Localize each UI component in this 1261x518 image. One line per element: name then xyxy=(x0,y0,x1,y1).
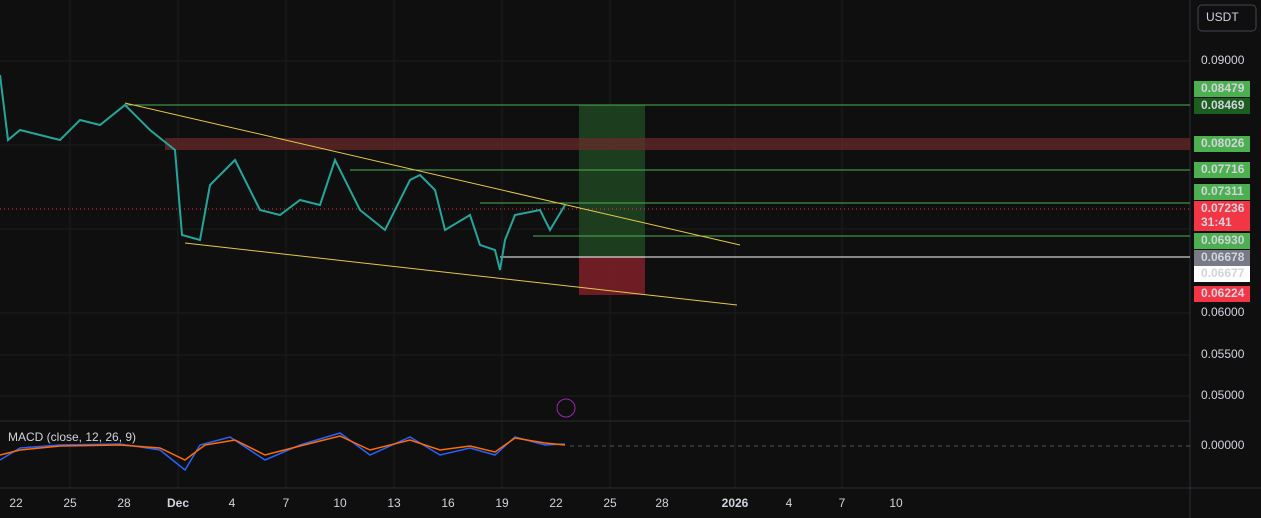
trend-line xyxy=(184,242,738,306)
macd-line xyxy=(0,432,566,472)
price-tag-label: 31:41 xyxy=(1201,215,1232,229)
price-tag-label: 0.08026 xyxy=(1201,136,1245,150)
price-tag: 0.06678 xyxy=(1194,250,1250,266)
price-tag: 0.08026 xyxy=(1194,136,1250,152)
time-tick-label: 4 xyxy=(786,496,793,510)
time-tick-label: 19 xyxy=(495,496,509,510)
price-tick-label: 0.09000 xyxy=(1201,53,1245,67)
price-tag-label: 0.06677 xyxy=(1201,266,1245,280)
time-tick-label: 25 xyxy=(603,496,617,510)
price-tag: 0.06930 xyxy=(1194,233,1250,249)
stop-zone xyxy=(579,257,645,295)
time-tick-label: 7 xyxy=(839,496,846,510)
time-tick-label: 7 xyxy=(283,496,290,510)
price-tag: 0.07311 xyxy=(1194,184,1250,200)
time-tick-label: 28 xyxy=(655,496,669,510)
price-tag-label: 0.08479 xyxy=(1201,81,1245,95)
price-tag-label: 0.06224 xyxy=(1201,286,1245,300)
price-tag-box xyxy=(1194,266,1250,282)
currency-label: USDT xyxy=(1206,10,1239,24)
price-tag: 0.07236 xyxy=(1194,201,1250,231)
target-zone xyxy=(579,105,645,257)
event-icon[interactable] xyxy=(556,398,576,418)
time-tick-label: 2026 xyxy=(722,496,749,510)
price-tag-box xyxy=(1194,81,1250,97)
price-tick-label: 0.05500 xyxy=(1201,347,1245,361)
time-tick-label: Dec xyxy=(167,496,189,510)
currency-button[interactable] xyxy=(1197,4,1257,32)
price-tag: 0.06224 xyxy=(1194,286,1250,302)
price-tag-box xyxy=(1194,98,1250,114)
price-tag: 0.07716 xyxy=(1194,162,1250,178)
time-tick-label: 4 xyxy=(229,496,236,510)
price-tick-label: 0.05000 xyxy=(1201,388,1245,402)
indicator-zero-label: 0.00000 xyxy=(1201,438,1245,452)
price-tag-box xyxy=(1194,201,1250,231)
indicator-label: MACD (close, 12, 26, 9) xyxy=(8,430,136,444)
trend-line xyxy=(124,102,741,246)
price-tag: 0.08479 xyxy=(1194,81,1250,97)
price-tick-label: 0.06000 xyxy=(1201,305,1245,319)
price-tag-label: 0.06678 xyxy=(1201,250,1245,264)
price-tag-label: 0.06930 xyxy=(1201,233,1245,247)
price-tag: 0.06677 xyxy=(1194,266,1250,282)
price-tag: 0.08469 xyxy=(1194,98,1250,114)
price-tag-box xyxy=(1194,162,1250,178)
price-tag: 31:41 xyxy=(1201,215,1232,229)
price-tag-label: 0.08469 xyxy=(1201,98,1245,112)
price-tag-box xyxy=(1194,286,1250,302)
price-tag-label: 0.07311 xyxy=(1201,184,1244,198)
time-tick-label: 22 xyxy=(549,496,563,510)
price-tag-box xyxy=(1194,250,1250,266)
price-tag-box xyxy=(1194,184,1250,200)
price-tag-box xyxy=(1194,136,1250,152)
price-series xyxy=(0,74,566,271)
time-tick-label: 13 xyxy=(387,496,401,510)
time-tick-label: 10 xyxy=(889,496,903,510)
signal-line xyxy=(0,435,566,461)
time-tick-label: 22 xyxy=(9,496,23,510)
time-tick-label: 10 xyxy=(333,496,347,510)
resistance-band xyxy=(165,138,1190,150)
time-tick-label: 28 xyxy=(117,496,131,510)
price-tag-label: 0.07716 xyxy=(1201,162,1245,176)
time-tick-label: 25 xyxy=(63,496,77,510)
price-tag-label: 0.07236 xyxy=(1201,201,1245,215)
price-tag-box xyxy=(1194,233,1250,249)
time-tick-label: 16 xyxy=(441,496,455,510)
